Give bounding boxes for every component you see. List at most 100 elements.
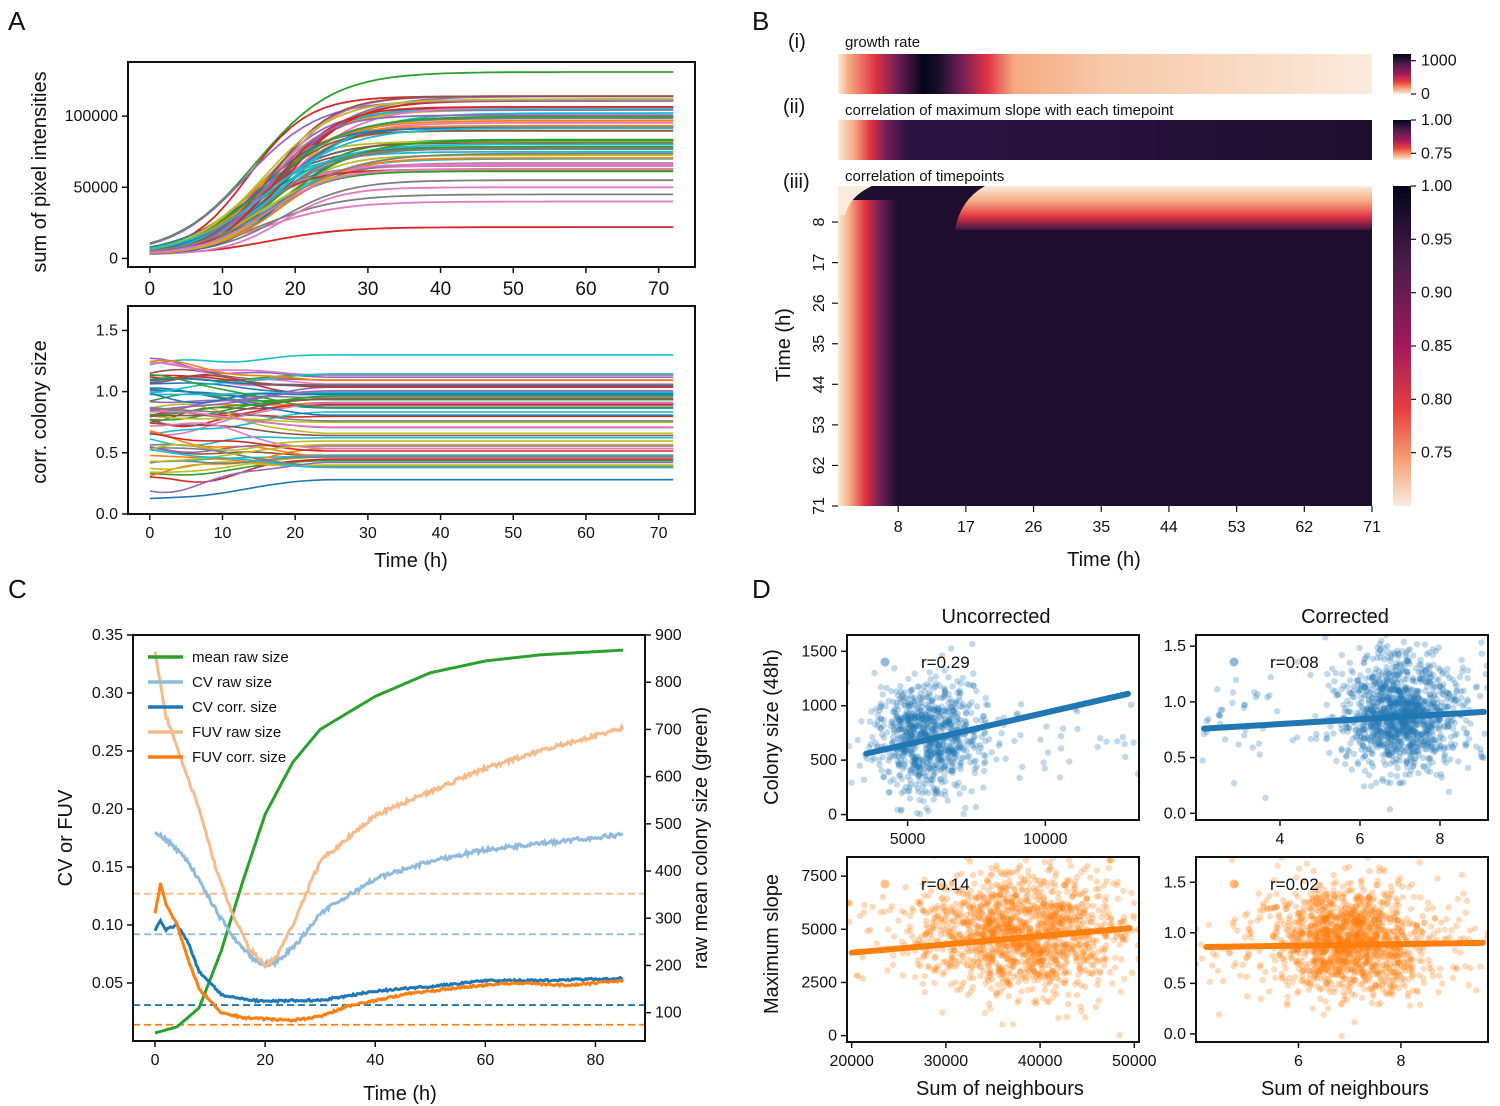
d-point [1016, 774, 1023, 781]
d-point [935, 763, 942, 771]
d-point [923, 750, 931, 757]
d-point [1390, 704, 1397, 711]
d-point [1047, 923, 1055, 930]
d-point [919, 789, 926, 797]
d-point [939, 904, 946, 911]
d-point [858, 718, 865, 725]
d-point [999, 884, 1006, 891]
d-point [1434, 699, 1441, 707]
d-point [1370, 673, 1377, 680]
d-point [1392, 697, 1399, 705]
d-point [1020, 948, 1027, 956]
d-point [948, 721, 955, 728]
d-point [940, 763, 948, 770]
d-point [867, 741, 875, 748]
d-point [895, 761, 903, 768]
d-point [1022, 910, 1030, 918]
d-point [1465, 735, 1473, 743]
d-point [887, 723, 895, 730]
d-point [912, 756, 920, 763]
d-point [1373, 684, 1381, 691]
d-point [1114, 738, 1121, 745]
d-point [1379, 689, 1386, 697]
d-point [933, 748, 940, 756]
d-point [1058, 904, 1066, 911]
b-colorbar-tick-label: 0.75 [1421, 445, 1452, 462]
d-point [1411, 705, 1418, 712]
d-point [955, 744, 962, 751]
d-point [869, 757, 876, 764]
d-point [1367, 706, 1375, 714]
d-point [922, 917, 930, 924]
a2-x-tick-label: 0 [145, 525, 154, 542]
d-point [1370, 691, 1377, 698]
d-point [1066, 902, 1073, 909]
d-point [977, 902, 984, 909]
d-y-tick-label: 0.5 [1164, 750, 1186, 767]
d-point [1420, 700, 1428, 708]
d-point [888, 752, 896, 760]
d-point [1007, 921, 1014, 928]
d-point [1078, 952, 1086, 959]
d-point [1416, 661, 1423, 668]
d-point [907, 687, 914, 695]
d-point [1413, 701, 1421, 708]
d-point [1378, 709, 1386, 717]
d-point [1419, 913, 1426, 920]
d-point [1408, 727, 1415, 735]
d-point [1371, 720, 1378, 728]
d-point [1404, 647, 1412, 654]
d-point [960, 810, 967, 818]
a1-series-line [149, 186, 674, 256]
d-point [911, 725, 918, 732]
d-point [908, 770, 915, 777]
d-point [931, 719, 938, 726]
a1-series-line [149, 152, 674, 252]
d-bottom-right-x-axis-label: Sum of neighbours [1261, 1078, 1429, 1100]
d-point [941, 746, 948, 753]
d-point [1021, 905, 1028, 912]
d-point [1011, 925, 1018, 932]
d-point [952, 979, 959, 986]
d-point [919, 725, 926, 732]
d-point [1377, 708, 1384, 715]
a2-series-line [149, 422, 674, 450]
d-point [1430, 699, 1437, 706]
d-point [1352, 733, 1359, 741]
d-point [869, 903, 876, 911]
d-point [1393, 659, 1400, 667]
d-point [1399, 725, 1407, 733]
d-point [932, 790, 939, 798]
d-point [932, 726, 940, 734]
d-point [1415, 695, 1422, 702]
d-point [982, 927, 989, 935]
d-point [908, 723, 915, 730]
d-point [1387, 657, 1394, 664]
d-point [1403, 706, 1410, 713]
d-point [937, 776, 945, 783]
d-point [1118, 918, 1126, 925]
d-point [1034, 941, 1042, 949]
d-point [1379, 775, 1386, 783]
d-point [939, 738, 947, 746]
d-point [1400, 729, 1407, 736]
d-point [1407, 767, 1415, 774]
d-point [1338, 651, 1346, 659]
d-point [919, 757, 926, 764]
d-point [1388, 725, 1396, 732]
d-point [1390, 723, 1397, 730]
d-point [1368, 726, 1375, 733]
d-point [1460, 725, 1468, 732]
d-point [1420, 764, 1428, 771]
d-point [931, 786, 938, 794]
d-point [984, 876, 991, 883]
d-point [969, 904, 977, 911]
d-point [1389, 747, 1396, 754]
d-point [937, 931, 945, 938]
d-point [898, 938, 906, 945]
d-point [1027, 902, 1034, 910]
d-point [941, 778, 949, 785]
d-point [1411, 696, 1418, 704]
d-point [915, 721, 922, 728]
d-point [897, 733, 905, 741]
